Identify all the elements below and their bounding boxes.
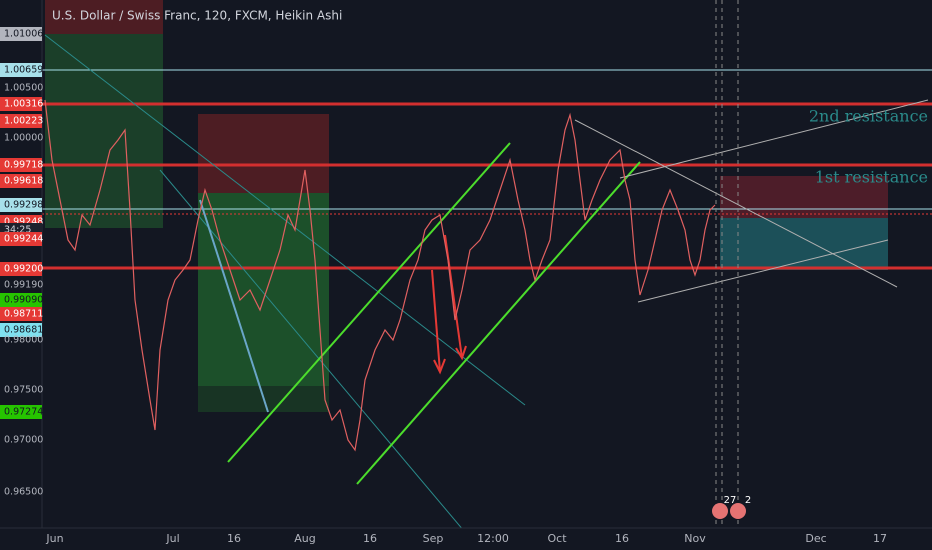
loss-zone bbox=[198, 114, 329, 193]
arrow-line bbox=[444, 234, 463, 359]
profit-zone bbox=[720, 218, 888, 270]
trend-line bbox=[44, 34, 526, 406]
price-label: 0.99190 bbox=[4, 280, 43, 291]
arrow-head bbox=[433, 345, 467, 375]
price-tag bbox=[0, 27, 42, 41]
price-path bbox=[44, 99, 716, 452]
price-tag bbox=[0, 293, 42, 307]
price-label: 0.97274 bbox=[4, 407, 43, 418]
time-label: Jul bbox=[165, 532, 179, 545]
price-label: 0.99090 bbox=[4, 295, 43, 306]
price-tag bbox=[0, 198, 42, 212]
price-label: 0.97000 bbox=[4, 435, 43, 446]
price-label: 1.00316 bbox=[4, 99, 43, 110]
price-label: 1.00223 bbox=[4, 116, 43, 127]
loss-zone bbox=[720, 176, 888, 218]
price-label: 1.00659 bbox=[4, 65, 43, 76]
price-label: 0.99200 bbox=[4, 264, 43, 275]
price-label: 0.99248 bbox=[4, 217, 43, 228]
price-tag bbox=[0, 307, 42, 321]
price-tag bbox=[0, 232, 42, 246]
price-label: 0.98711 bbox=[4, 309, 43, 320]
loss-zone bbox=[45, 0, 163, 34]
price-label: 0.98000 bbox=[4, 335, 43, 346]
time-label: Aug bbox=[294, 532, 315, 545]
price-label: 0.99244 bbox=[4, 234, 43, 245]
price-label: 0.97500 bbox=[4, 385, 43, 396]
time-label: 17 bbox=[873, 532, 887, 545]
price-tag bbox=[0, 114, 42, 128]
arrow-line bbox=[431, 269, 441, 373]
profit-zone bbox=[198, 193, 329, 386]
price-label: 0.99718 bbox=[4, 160, 43, 171]
price-tag bbox=[0, 262, 42, 276]
time-label: Oct bbox=[547, 532, 567, 545]
price-label: 0.99618 bbox=[4, 176, 43, 187]
price-tag bbox=[0, 158, 42, 172]
annotation: 1st resistance bbox=[815, 168, 928, 187]
time-label: 16 bbox=[227, 532, 241, 545]
chart-title: U.S. Dollar / Swiss Franc, 120, FXCM, He… bbox=[52, 9, 342, 23]
price-label: 1.00000 bbox=[4, 133, 43, 144]
annotation: 2nd resistance bbox=[809, 107, 928, 126]
time-label: 16 bbox=[363, 532, 377, 545]
time-label: Nov bbox=[684, 532, 706, 545]
channel-line bbox=[356, 161, 641, 485]
price-tag bbox=[0, 323, 42, 337]
price-tag bbox=[0, 405, 42, 419]
price-tag bbox=[0, 174, 42, 188]
time-axis bbox=[0, 528, 932, 550]
badge[interactable] bbox=[712, 503, 728, 519]
badge-count: 2 bbox=[745, 495, 751, 506]
price-tag bbox=[0, 63, 42, 77]
profit-zone bbox=[45, 34, 163, 228]
price-tag bbox=[0, 97, 42, 111]
trend-line bbox=[159, 169, 481, 550]
triangle-line bbox=[574, 119, 898, 288]
price-label: 0.99298 bbox=[4, 200, 43, 211]
time-label: Dec bbox=[805, 532, 826, 545]
price-label: 1.00500 bbox=[4, 83, 43, 94]
time-label: Jun bbox=[45, 532, 63, 545]
time-label: 12:00 bbox=[477, 532, 509, 545]
channel-line bbox=[227, 142, 511, 463]
price-label: 34:25 bbox=[4, 225, 31, 236]
badge[interactable] bbox=[730, 503, 746, 519]
price-label: 1.01006 bbox=[4, 29, 43, 40]
triangle-line bbox=[637, 239, 889, 303]
price-label: 0.98681 bbox=[4, 325, 43, 336]
triangle-line bbox=[619, 99, 929, 179]
price-label: 0.96500 bbox=[4, 487, 43, 498]
arrow-line bbox=[199, 199, 269, 413]
time-label: 16 bbox=[615, 532, 629, 545]
time-label: Sep bbox=[423, 532, 444, 545]
badge-count: 27 bbox=[724, 495, 737, 506]
